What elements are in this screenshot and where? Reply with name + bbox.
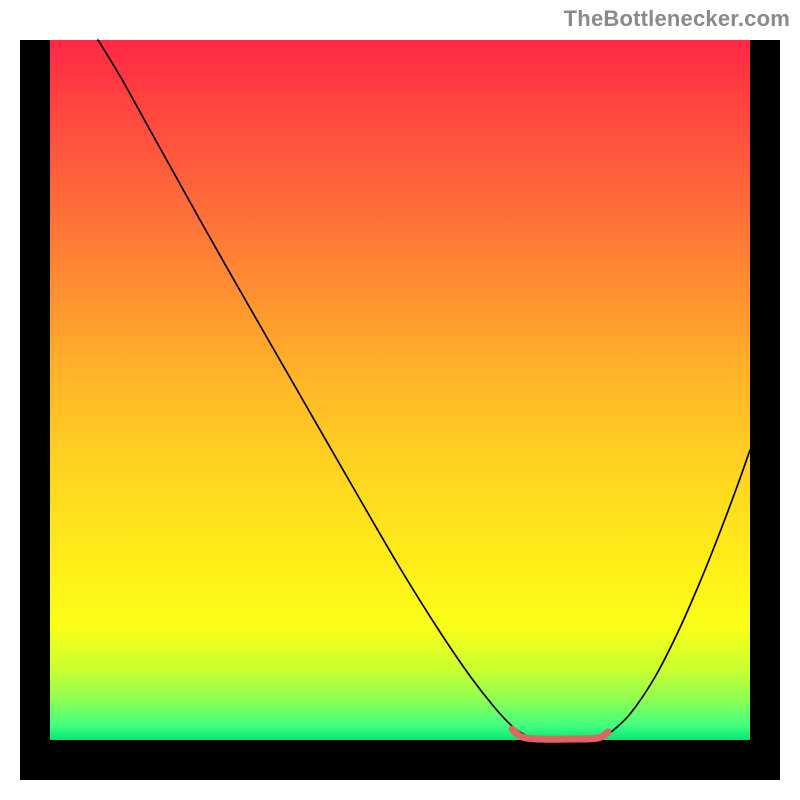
curve-left-arm: [98, 40, 610, 739]
curve-bottom-accent: [512, 729, 608, 739]
chart-plot-area: [50, 40, 750, 740]
chart-frame: [20, 40, 780, 780]
curve-right-arm: [610, 450, 750, 733]
chart-curves-svg: [50, 40, 750, 740]
watermark-text: TheBottlenecker.com: [564, 6, 790, 32]
